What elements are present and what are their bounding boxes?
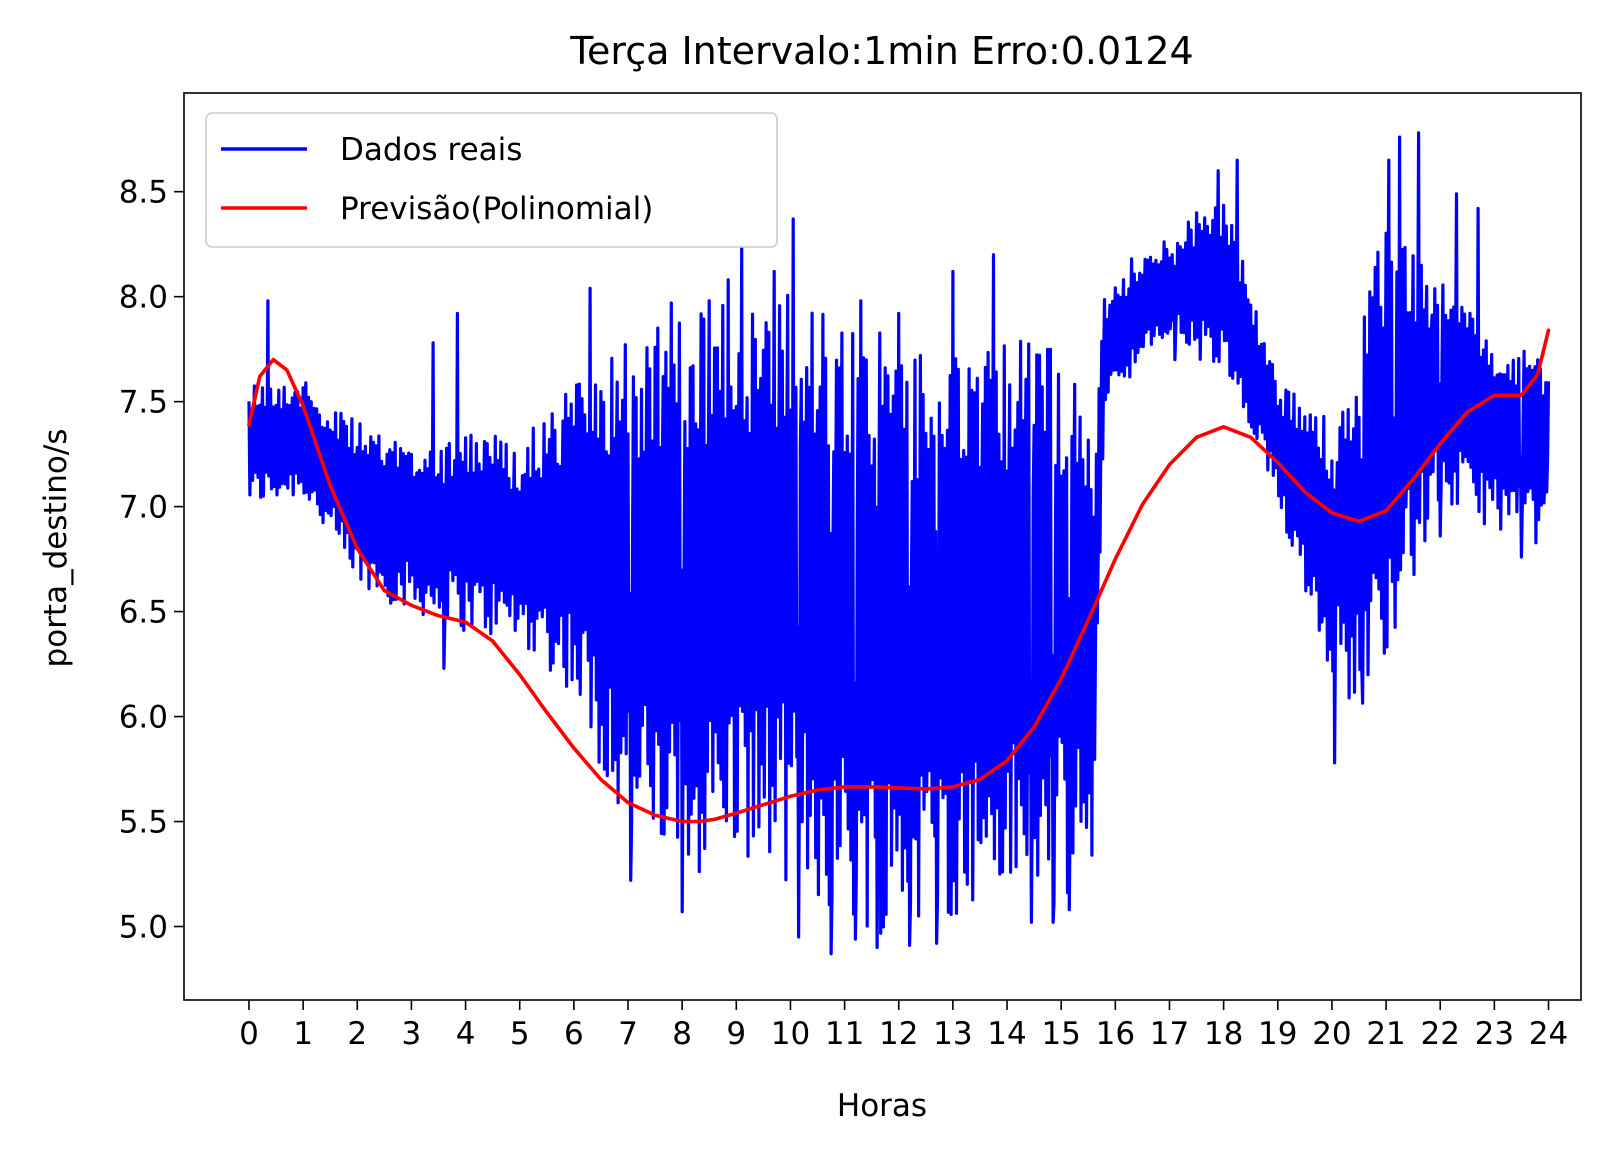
y-tick-label: 5.0: [119, 910, 168, 946]
x-tick-label: 18: [1204, 1016, 1243, 1052]
x-tick-label: 22: [1420, 1016, 1459, 1052]
x-tick-label: 17: [1150, 1016, 1189, 1052]
plot-area: [247, 131, 1551, 956]
x-tick-label: 4: [456, 1016, 476, 1052]
x-tick-label: 7: [618, 1016, 638, 1052]
x-tick-label: 6: [564, 1016, 584, 1052]
series-line-dados-reais: [247, 131, 1551, 956]
x-tick-label: 24: [1529, 1016, 1568, 1052]
legend-label-dados-reais: Dados reais: [340, 132, 522, 168]
y-axis-label: porta_destino/s: [38, 429, 74, 668]
series-line-previsao: [247, 328, 1551, 824]
x-tick-label: 21: [1366, 1016, 1405, 1052]
x-tick-label: 0: [239, 1016, 259, 1052]
x-axis-label: Horas: [837, 1088, 927, 1124]
plot-frame: [183, 92, 1582, 1001]
y-tick-label: 6.5: [119, 595, 168, 631]
x-tick-label: 14: [987, 1016, 1026, 1052]
y-tick-label: 8.5: [119, 175, 168, 211]
x-tick-label: 3: [402, 1016, 422, 1052]
x-tick-label: 12: [879, 1016, 918, 1052]
y-tick-label: 7.5: [119, 385, 168, 421]
y-axis: 5.0 5.5 6.0 6.5 7.0 7.5 8.0 8.5: [119, 175, 184, 946]
x-axis: 0 1 2 3 4 5 6 7 8 9 10 11 12 13 14 15 16 17 18 19 20 21 22 23 24: [239, 1000, 1568, 1052]
x-tick-label: 10: [771, 1016, 810, 1052]
x-tick-label: 16: [1096, 1016, 1135, 1052]
x-tick-label: 9: [726, 1016, 746, 1052]
x-tick-label: 11: [825, 1016, 864, 1052]
x-tick-label: 5: [510, 1016, 530, 1052]
y-tick-label: 7.0: [119, 490, 168, 526]
chart-title: Terça Intervalo:1min Erro:0.0124: [569, 29, 1193, 73]
legend: Dados reais Previsão(Polinomial): [205, 112, 778, 248]
legend-label-previsao: Previsão(Polinomial): [340, 191, 653, 227]
x-tick-label: 2: [347, 1016, 367, 1052]
x-tick-label: 15: [1041, 1016, 1080, 1052]
y-tick-label: 6.0: [119, 700, 168, 736]
x-tick-label: 1: [293, 1016, 313, 1052]
x-tick-label: 23: [1475, 1016, 1514, 1052]
x-tick-label: 13: [933, 1016, 972, 1052]
y-tick-label: 5.5: [119, 805, 168, 841]
x-tick-label: 19: [1258, 1016, 1297, 1052]
x-tick-label: 20: [1312, 1016, 1351, 1052]
y-tick-label: 8.0: [119, 280, 168, 316]
legend-box: [205, 112, 778, 248]
x-tick-label: 8: [672, 1016, 692, 1052]
